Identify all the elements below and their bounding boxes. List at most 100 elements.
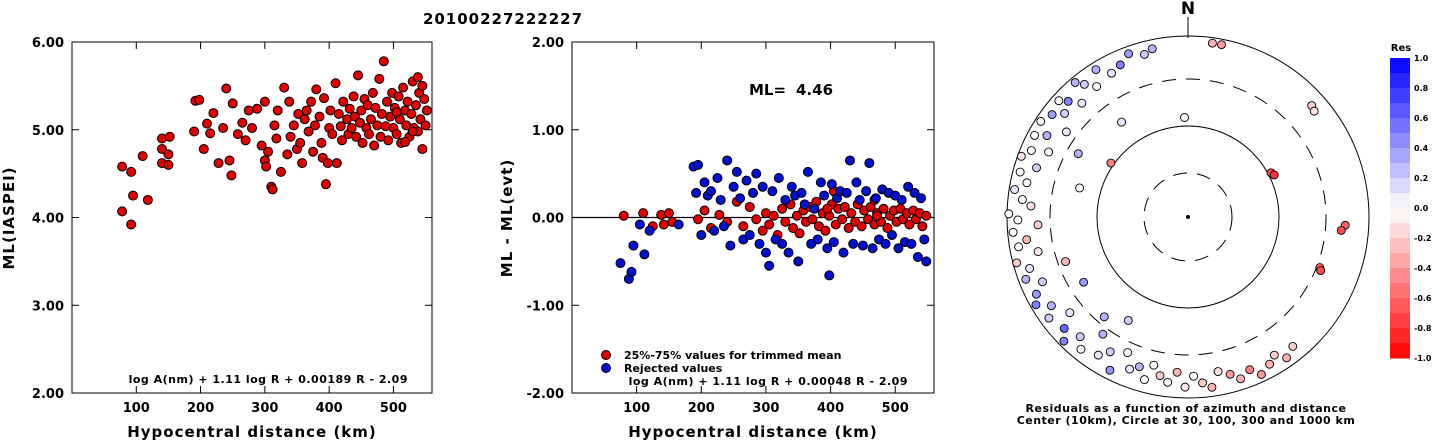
station-point — [1115, 60, 1125, 70]
station-point — [1079, 277, 1089, 287]
station-point — [1036, 116, 1046, 126]
data-point — [369, 140, 380, 151]
data-point — [722, 155, 733, 166]
data-point — [308, 146, 319, 157]
data-point — [272, 105, 283, 116]
data-point — [314, 111, 325, 122]
panel-magnitude: 2.00 3.00 4.00 5.00 6.00 100 200 300 400 500 ML(… — [0, 36, 433, 441]
data-point — [780, 216, 791, 227]
data-point — [198, 144, 209, 155]
data-point — [367, 87, 378, 98]
colorbar-cell — [1390, 343, 1410, 359]
data-point — [263, 146, 274, 157]
legend-label-rejected: Rejected values — [624, 362, 723, 375]
data-point — [279, 82, 290, 93]
panel-residuals: -2.00 -1.00 0.00 1.00 2.00 100 200 300 400 500 M… — [498, 36, 935, 441]
data-point — [872, 210, 883, 221]
data-point — [903, 181, 914, 192]
station-point — [1061, 127, 1071, 137]
data-point — [658, 219, 669, 230]
data-point — [921, 210, 932, 221]
data-point — [886, 230, 897, 241]
colorbar-cell — [1390, 193, 1410, 209]
station-point — [1031, 300, 1041, 310]
data-point — [699, 205, 710, 216]
data-point — [299, 114, 310, 125]
colorbar-tick-label: -0.2 — [1414, 234, 1432, 243]
x-tick-label: 500 — [882, 401, 909, 416]
y-tick-label: 6.00 — [32, 36, 64, 51]
station-point — [1015, 167, 1025, 177]
station-point — [1079, 79, 1089, 89]
data-point — [306, 96, 317, 107]
station-point — [1107, 68, 1116, 78]
data-point — [699, 177, 710, 188]
data-point — [906, 238, 917, 249]
data-point — [634, 219, 645, 230]
x-tick-label: 200 — [187, 401, 214, 416]
data-point — [261, 161, 272, 172]
data-point — [878, 203, 889, 214]
x-axis-ticks: 100 200 300 400 500 — [123, 42, 407, 416]
station-point — [1147, 44, 1157, 54]
station-point — [1125, 364, 1135, 374]
data-point — [693, 214, 704, 225]
data-point — [696, 230, 707, 241]
plot-frame — [71, 41, 433, 394]
station-point — [1026, 146, 1036, 155]
data-point — [802, 166, 813, 177]
data-point — [157, 144, 167, 155]
data-point — [735, 193, 746, 204]
station-point — [1093, 350, 1103, 360]
data-point — [748, 187, 758, 198]
y-tick-label: 1.00 — [532, 124, 564, 139]
data-point — [412, 72, 423, 83]
legend-label-trimmed: 25%-75% values for trimmed mean — [624, 349, 841, 362]
data-point — [351, 131, 362, 142]
data-point — [786, 181, 797, 192]
station-point — [1063, 96, 1073, 106]
data-point — [356, 105, 367, 116]
station-point — [1139, 375, 1149, 385]
data-points — [117, 56, 432, 230]
data-point — [402, 96, 413, 107]
colorbar-tick-label: 1.0 — [1414, 54, 1429, 63]
data-point — [757, 181, 768, 192]
data-point — [882, 223, 893, 234]
x-tick-label: 400 — [817, 401, 844, 416]
colorbar-cell — [1390, 253, 1410, 269]
data-point — [861, 186, 872, 197]
station-point — [1207, 38, 1217, 48]
station-point — [1265, 359, 1275, 369]
station-point — [1026, 201, 1036, 211]
colorbar-cell — [1390, 208, 1410, 224]
figure-title: 20100227222227 — [423, 10, 583, 28]
x-tick-label: 300 — [251, 401, 278, 416]
data-point — [718, 221, 729, 232]
station-point — [1336, 225, 1346, 235]
colorbar-cell — [1390, 133, 1410, 149]
station-point — [1077, 98, 1087, 108]
data-point — [400, 137, 410, 148]
data-point — [837, 214, 848, 225]
data-point — [618, 210, 629, 221]
data-point — [275, 166, 286, 177]
data-point — [812, 234, 823, 245]
x-tick-label: 500 — [380, 401, 407, 416]
data-point — [738, 221, 749, 232]
data-point — [189, 126, 200, 137]
data-point — [243, 105, 254, 116]
station-point — [1061, 257, 1070, 267]
data-point — [863, 214, 874, 225]
data-point — [826, 179, 837, 190]
x-tick-label: 100 — [623, 401, 650, 416]
data-point — [731, 166, 742, 177]
data-point — [353, 70, 364, 81]
data-point — [391, 129, 402, 140]
x-tick-label: 300 — [752, 401, 779, 416]
data-point — [846, 208, 857, 219]
station-point — [1213, 367, 1223, 377]
data-point — [848, 238, 859, 249]
data-point — [841, 187, 852, 198]
data-point — [410, 100, 421, 111]
